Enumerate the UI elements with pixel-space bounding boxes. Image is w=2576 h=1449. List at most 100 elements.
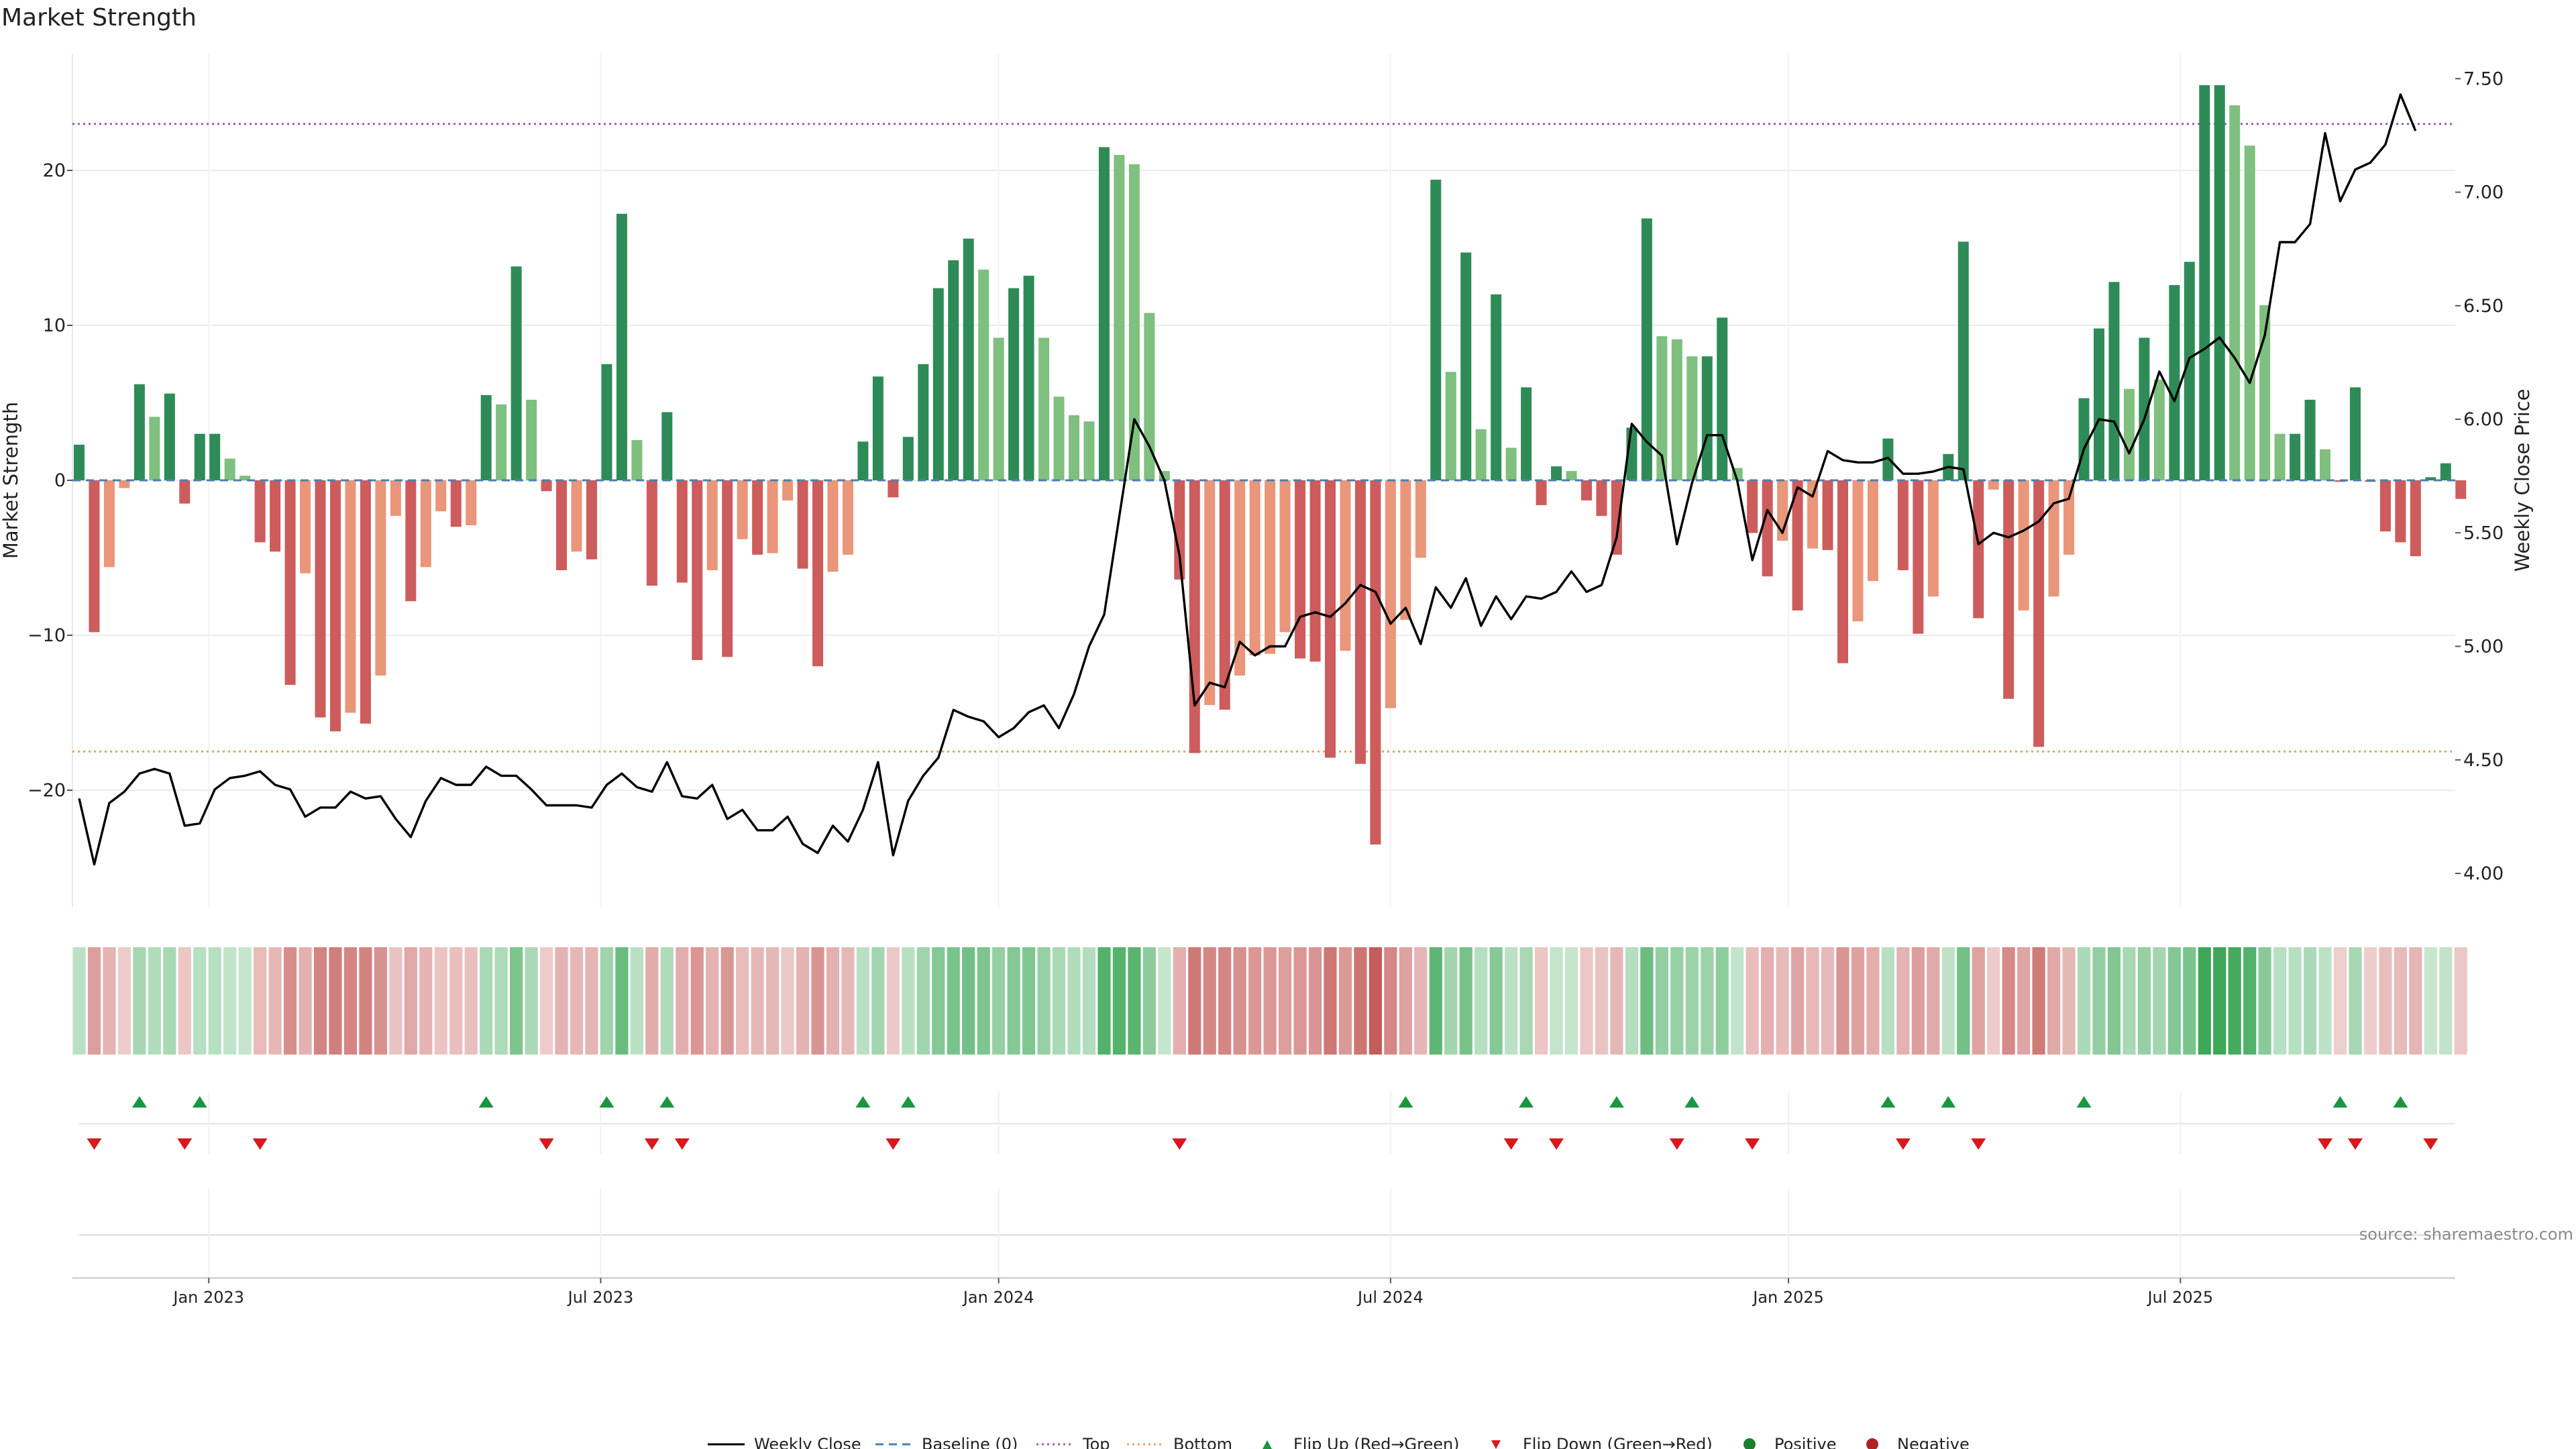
strength-bar [209, 433, 221, 480]
legend-flip-up-icon [1263, 1440, 1272, 1449]
flip-down-marker [2423, 1138, 2438, 1150]
heat-cell [781, 947, 794, 1055]
strength-bar [2108, 282, 2120, 480]
flip-down-marker [177, 1138, 193, 1150]
heat-cell [1158, 947, 1171, 1055]
x-tick-label: Jan 2025 [1752, 1288, 1824, 1307]
y-axis-label-left: Market Strength [0, 402, 22, 559]
strength-bar [571, 480, 582, 552]
strength-bar [1309, 480, 1321, 662]
strength-bar [556, 480, 568, 570]
strength-bar [511, 266, 522, 480]
strength-bar [842, 480, 853, 555]
heat-cell [494, 947, 508, 1055]
strength-bar [872, 376, 883, 480]
strength-bar [1701, 356, 1713, 480]
heat-cell [1866, 947, 1880, 1055]
heat-cell [1489, 947, 1503, 1055]
heat-cell [1173, 947, 1186, 1055]
heat-cell [1580, 947, 1593, 1055]
heat-cell [977, 947, 990, 1055]
heat-cell [2439, 947, 2453, 1055]
strength-bar [179, 480, 191, 504]
strength-bar [993, 337, 1004, 480]
heat-cell [600, 947, 614, 1055]
strength-bar [360, 480, 371, 724]
flip-panel-grid [79, 1092, 2455, 1154]
strength-bar [1837, 480, 1848, 663]
heat-cell [525, 947, 538, 1055]
strength-bar [1053, 396, 1065, 480]
strength-bar [978, 269, 989, 480]
heat-cell [238, 947, 252, 1055]
heat-cell [2243, 947, 2257, 1055]
heat-cell [1610, 947, 1623, 1055]
left-tick-label: −20 [28, 780, 66, 801]
strength-bar [2139, 337, 2150, 480]
chart-title: Market Strength [1, 4, 197, 32]
flip-down-marker [2347, 1138, 2363, 1150]
heat-cell [1927, 947, 1940, 1055]
heat-cell [1399, 947, 1412, 1055]
heat-cell [2107, 947, 2121, 1055]
heat-cell [1082, 947, 1096, 1055]
x-tick-label: Jul 2023 [567, 1288, 634, 1307]
strength-bar [2440, 463, 2451, 480]
right-tick-label: 6.50 [2463, 296, 2504, 317]
heat-cell [1776, 947, 1789, 1055]
strength-bar [1069, 415, 1080, 480]
strength-bar [706, 480, 718, 570]
heat-cell [1941, 947, 1955, 1055]
heat-cell [2349, 947, 2362, 1055]
strength-bar [254, 480, 266, 543]
legend-flip-down: Flip Down (Green→Red) [1523, 1435, 1713, 1449]
strength-bar [1038, 337, 1050, 480]
strength-bar [902, 437, 914, 480]
heat-cell [1308, 947, 1322, 1055]
strength-bar [1852, 480, 1864, 622]
right-tick-label: 6.00 [2463, 409, 2504, 430]
strength-bar [1295, 480, 1306, 659]
heat-cell [268, 947, 282, 1055]
flip-up-marker [599, 1096, 614, 1108]
heat-cell [148, 947, 161, 1055]
heat-cell [87, 947, 101, 1055]
heat-cell [1625, 947, 1639, 1055]
flip-down-marker [87, 1138, 102, 1150]
strength-bar [375, 480, 386, 676]
flip-up-marker [1684, 1096, 1700, 1108]
heat-cell [510, 947, 523, 1055]
heat-cell [676, 947, 689, 1055]
strength-bar [1505, 447, 1517, 480]
flip-up-marker [1398, 1096, 1413, 1108]
heat-cell [856, 947, 870, 1055]
heat-cell [1279, 947, 1292, 1055]
heat-cell [1007, 947, 1020, 1055]
strength-bar [2395, 480, 2406, 543]
heat-cell [1248, 947, 1262, 1055]
heat-cell [1324, 947, 1337, 1055]
right-tick-label: 7.00 [2463, 182, 2504, 203]
strength-bar [2229, 105, 2241, 481]
strength-bar [1204, 480, 1216, 705]
heat-cell [1836, 947, 1849, 1055]
strength-bar [1747, 480, 1758, 533]
heat-cell [871, 947, 885, 1055]
heat-cell [916, 947, 930, 1055]
heat-cell [2379, 947, 2392, 1055]
heat-cell [1368, 947, 1383, 1055]
heat-cell [630, 947, 643, 1055]
heat-cell [766, 947, 780, 1055]
strength-bar [2274, 433, 2286, 480]
strength-bar [119, 480, 130, 488]
heat-cell [2123, 947, 2136, 1055]
heat-cell [1806, 947, 1819, 1055]
strength-bar [2018, 480, 2029, 611]
heat-cell [992, 947, 1006, 1055]
heat-cell [706, 947, 719, 1055]
heat-cell [480, 947, 493, 1055]
heat-cell [1595, 947, 1609, 1055]
heat-cell [1881, 947, 1894, 1055]
legend-top: Top [1082, 1435, 1110, 1449]
strength-bar [1867, 480, 1878, 582]
